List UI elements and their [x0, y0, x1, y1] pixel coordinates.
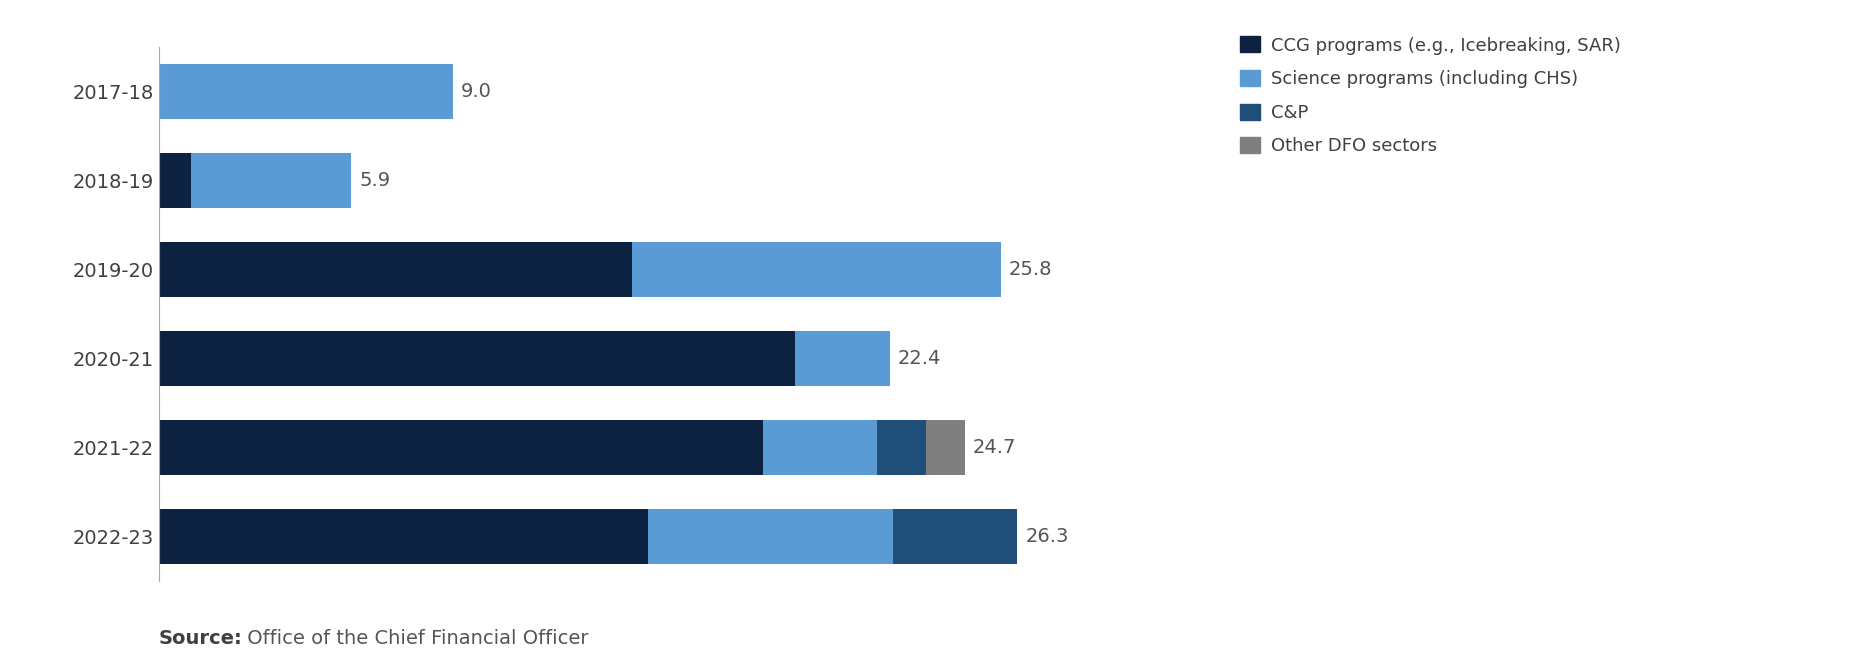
Bar	[877, 420, 925, 475]
Bar	[763, 420, 877, 475]
Text: Source:: Source:	[159, 629, 243, 648]
Text: Office of the Chief Financial Officer: Office of the Chief Financial Officer	[241, 629, 589, 648]
Bar	[159, 331, 794, 386]
Bar	[649, 509, 893, 564]
Bar	[191, 153, 351, 208]
Bar	[632, 242, 1000, 297]
Text: 25.8: 25.8	[1009, 260, 1052, 279]
Bar	[893, 509, 1017, 564]
Text: 22.4: 22.4	[897, 349, 942, 368]
Bar	[159, 420, 763, 475]
Bar	[159, 242, 632, 297]
Text: 9.0: 9.0	[462, 81, 492, 101]
Text: 26.3: 26.3	[1026, 527, 1069, 546]
Bar	[159, 63, 452, 119]
Text: 5.9: 5.9	[359, 171, 391, 190]
Legend: CCG programs (e.g., Icebreaking, SAR), Science programs (including CHS), C&P, Ot: CCG programs (e.g., Icebreaking, SAR), S…	[1234, 29, 1628, 162]
Bar	[159, 509, 649, 564]
Bar	[794, 331, 890, 386]
Bar	[925, 420, 964, 475]
Bar	[159, 153, 191, 208]
Text: 24.7: 24.7	[974, 438, 1017, 457]
